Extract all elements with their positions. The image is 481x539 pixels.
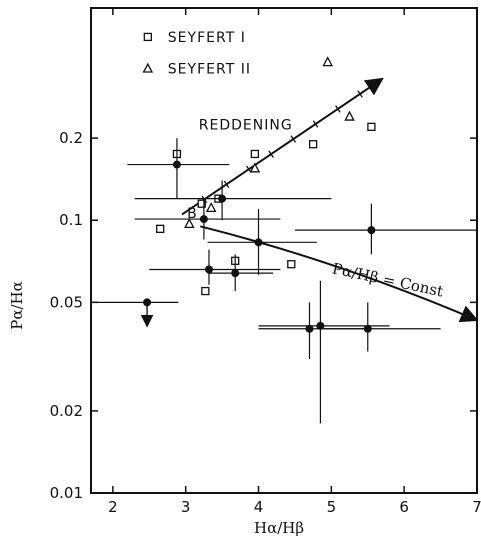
y-axis-label: Pα/Hα [8, 281, 26, 330]
measured-point [143, 298, 152, 307]
reddening-crosstick [312, 120, 319, 128]
x-tick-label: 6 [399, 498, 409, 516]
reddening-crosstick [357, 90, 363, 98]
seyfert-1-point [201, 286, 210, 296]
constant-ratio-line [200, 225, 479, 323]
seyfert-1-point [308, 140, 318, 149]
measured-point [254, 238, 263, 247]
reddening-crosstick [268, 150, 274, 158]
seyfert-1-point [287, 260, 296, 269]
seyfert-1-point [156, 224, 165, 233]
seyfert-1-point [197, 199, 206, 208]
y-tick-label: 0.1 [59, 211, 83, 229]
x-tick-label: 4 [254, 498, 264, 516]
y-tick-label: 0.02 [50, 402, 83, 420]
seyfert-1-point [367, 122, 376, 131]
const-ratio-label: Pα/Hβ = Const [331, 259, 445, 300]
seyfert-2-point [249, 162, 261, 173]
measured-point [199, 215, 208, 224]
measured-point [367, 226, 376, 235]
measured-point [172, 160, 181, 169]
seyfert-2-point [322, 56, 333, 67]
legend-label-seyfert-1: SEYFERT I [168, 30, 246, 46]
measured-point [305, 324, 314, 333]
seyfert-1-point [250, 149, 260, 159]
point-label-b: B [187, 206, 198, 222]
measured-point [316, 321, 325, 330]
legend: SEYFERT I SEYFERT II [142, 30, 251, 78]
legend-triangle-icon [142, 62, 154, 73]
measured-point [204, 265, 213, 274]
measured-point [231, 269, 240, 278]
y-tick-label: 0.2 [59, 129, 83, 147]
measured-point [218, 194, 227, 203]
reddening-label: REDDENING [199, 118, 293, 134]
plot-frame [90, 7, 478, 494]
x-tick-label: 3 [181, 498, 191, 516]
trend-lines [181, 77, 479, 323]
legend-square-icon [143, 32, 152, 42]
seyfert-2-point [184, 217, 195, 229]
legend-label-seyfert-2: SEYFERT II [168, 62, 251, 78]
y-tick-label: 0.01 [50, 484, 83, 502]
reddening-crosstick [335, 105, 341, 113]
reddening-crosstick [223, 180, 230, 188]
y-tick-label: 0.05 [50, 293, 83, 311]
seyfert-2-point [344, 110, 355, 121]
x-tick-label: 2 [108, 498, 118, 516]
x-tick-label: 7 [472, 498, 481, 516]
axes [90, 7, 478, 494]
measured-point [363, 324, 372, 333]
reddening-line [181, 77, 384, 216]
seyfert-2-point [205, 201, 217, 213]
data-marks [91, 56, 477, 424]
x-tick-label: 5 [327, 498, 337, 516]
x-axis-label: Hα/Hβ [254, 519, 304, 537]
ticks: 2 3 4 5 6 7 0.01 0.02 0.05 0.1 0.2 Hα/Hβ Pα/Hα [8, 8, 481, 537]
reddening-crosstick [290, 135, 297, 143]
